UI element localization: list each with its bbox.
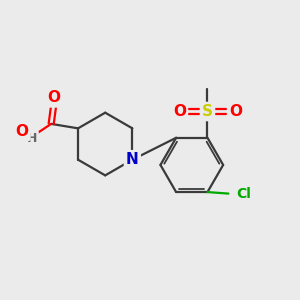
Text: O: O — [173, 104, 186, 119]
Text: O: O — [229, 104, 242, 119]
Text: S: S — [202, 104, 213, 119]
Text: N: N — [126, 152, 139, 167]
Text: O: O — [48, 90, 61, 105]
Text: H: H — [27, 132, 37, 145]
Text: O: O — [15, 124, 28, 139]
Text: Cl: Cl — [237, 187, 252, 201]
